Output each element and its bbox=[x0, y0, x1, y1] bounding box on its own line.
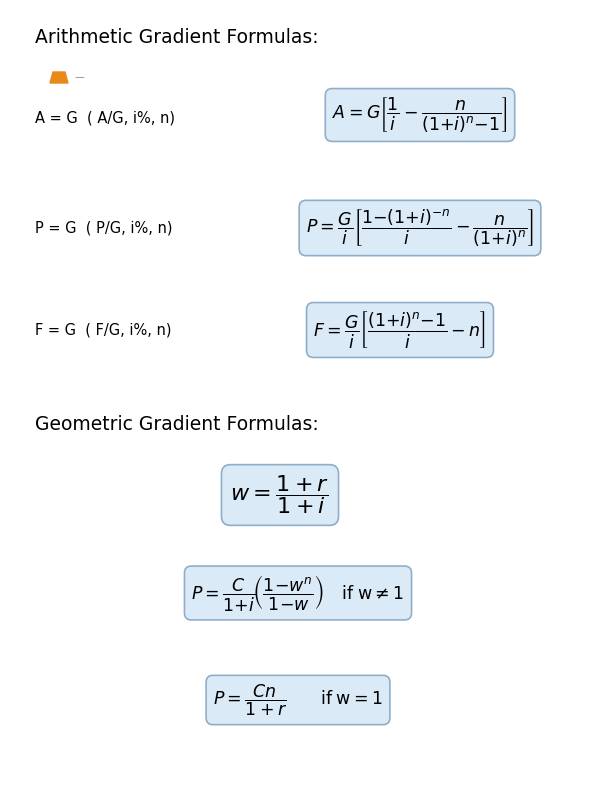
Text: $\mathit{P} = \dfrac{Cn}{1+r} \qquad \mathrm{if\;w} = 1$: $\mathit{P} = \dfrac{Cn}{1+r} \qquad \ma… bbox=[213, 682, 383, 717]
Text: —: — bbox=[75, 72, 85, 82]
Polygon shape bbox=[50, 72, 68, 83]
Text: $\mathit{F} = \dfrac{\mathit{G}}{i}\left[\dfrac{(1{+}i)^{n}{-}1}{i} -n\right]$: $\mathit{F} = \dfrac{\mathit{G}}{i}\left… bbox=[313, 310, 487, 350]
Text: $\mathit{A} = \mathit{G}\left[\dfrac{1}{i} - \dfrac{n}{(1{+}i)^{n}{-}1}\right]$: $\mathit{A} = \mathit{G}\left[\dfrac{1}{… bbox=[332, 96, 508, 135]
Text: P = G  ( P/G, i%, n): P = G ( P/G, i%, n) bbox=[35, 220, 173, 235]
Text: $w = \dfrac{1+r}{1+i}$: $w = \dfrac{1+r}{1+i}$ bbox=[230, 473, 330, 516]
Text: $\mathit{P} = \dfrac{C}{1{+}i}\!\left(\dfrac{1{-}w^{n}}{1{-}w}\right)\quad \math: $\mathit{P} = \dfrac{C}{1{+}i}\!\left(\d… bbox=[192, 573, 405, 613]
Text: F = G  ( F/G, i%, n): F = G ( F/G, i%, n) bbox=[35, 322, 171, 338]
Text: Geometric Gradient Formulas:: Geometric Gradient Formulas: bbox=[35, 415, 319, 434]
Text: A = G  ( A/G, i%, n): A = G ( A/G, i%, n) bbox=[35, 110, 175, 125]
Text: $\mathit{P} = \dfrac{\mathit{G}}{i}\left[\dfrac{1{-}(1{+}i)^{-n}}{i} - \dfrac{n}: $\mathit{P} = \dfrac{\mathit{G}}{i}\left… bbox=[306, 207, 534, 249]
Text: Arithmetic Gradient Formulas:: Arithmetic Gradient Formulas: bbox=[35, 28, 319, 47]
